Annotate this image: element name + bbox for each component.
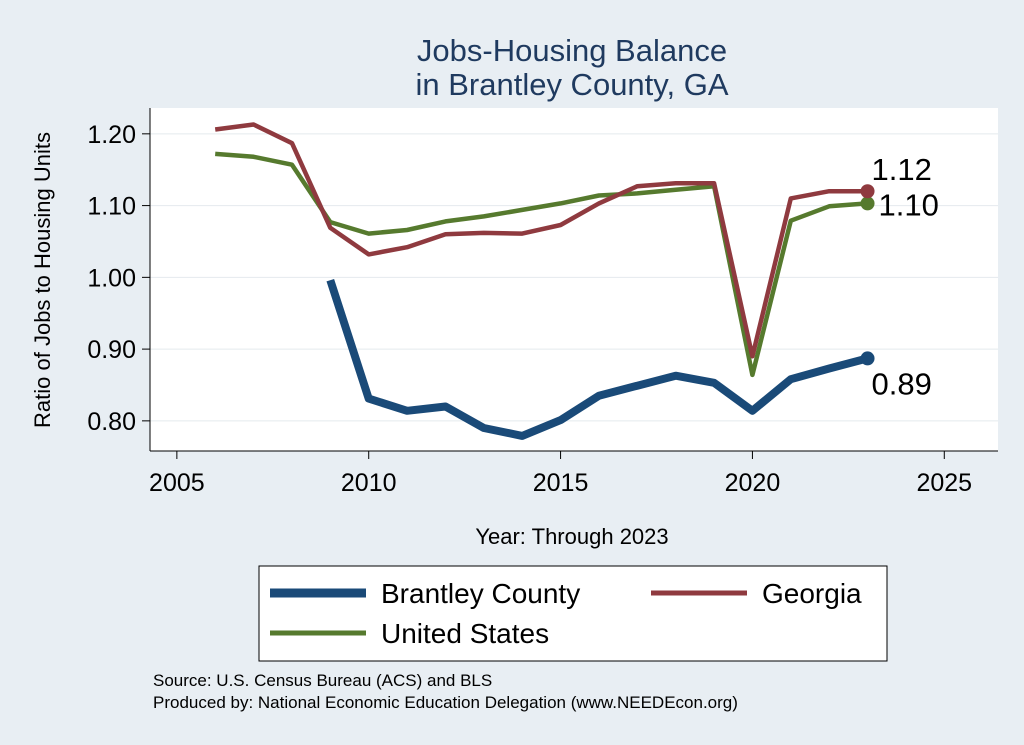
y-tick-label-2: 1.00 (87, 264, 136, 292)
gridlines (150, 133, 998, 422)
legend-box (258, 565, 888, 662)
y-tick-label-4: 1.20 (87, 121, 136, 149)
legend-label-brantley-county: Brantley County (381, 578, 580, 609)
y-ticks: 0.80 0.90 1.00 1.10 1.20 (87, 121, 150, 436)
end-markers: 1.101.12 0.89 (860, 152, 939, 401)
x-tick-label-4: 2025 (916, 469, 972, 497)
x-tick-label-0: 2005 (149, 469, 205, 497)
legend-label-united-states: United States (381, 618, 549, 649)
y-tick-label-3: 1.10 (87, 193, 136, 221)
chart-title-line-1: Jobs-Housing Balance (417, 33, 727, 68)
end-label-georgia: 1.12 (872, 152, 932, 187)
series-lines (214, 122, 869, 440)
y-tick-label-0: 0.80 (87, 408, 136, 436)
series-line-georgia (214, 122, 868, 359)
x-tick-label-1: 2010 (341, 469, 397, 497)
y-tick-label-1: 0.90 (87, 336, 136, 364)
x-tick-label-3: 2020 (725, 469, 781, 497)
end-label-united-states: 1.10 (879, 187, 939, 222)
legend-label-georgia: Georgia (762, 578, 862, 609)
x-axis-label: Year: Through 2023 (475, 524, 668, 549)
source-note: Source: U.S. Census Bureau (ACS) and BLS (153, 671, 492, 690)
legend: Brantley County Georgia United States (258, 565, 888, 662)
x-tick-label-2: 2015 (533, 469, 589, 497)
y-axis-label: Ratio of Jobs to Housing Units (30, 132, 55, 428)
end-marker-brantley-county (860, 351, 875, 366)
end-marker-georgia (860, 184, 875, 199)
end-label-brantley-county: 0.89 (872, 366, 932, 401)
axes (149, 108, 998, 452)
chart-title-line-2: in Brantley County, GA (415, 67, 728, 102)
x-ticks: 2005 2010 2015 2020 2025 (149, 451, 972, 497)
producer-note: Produced by: National Economic Education… (153, 693, 738, 712)
series-line-brantley-county (326, 278, 869, 440)
end-marker-united-states (860, 196, 875, 211)
